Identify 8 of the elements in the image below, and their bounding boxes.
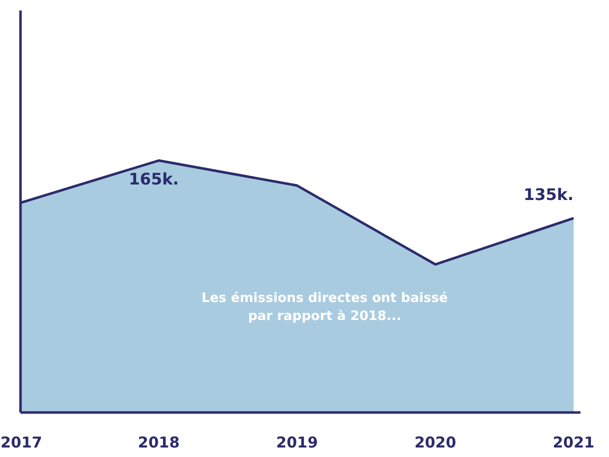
annotation: Les émissions directes ont baissé par rapport à 2018... bbox=[202, 291, 448, 324]
data-label: 165k. bbox=[128, 170, 179, 189]
x-tick-label: 2019 bbox=[276, 434, 318, 452]
x-tick-label: 2020 bbox=[414, 434, 456, 452]
data-label: 135k. bbox=[523, 185, 574, 204]
x-tick-label: 2021 bbox=[552, 434, 594, 452]
x-tick-label: 2017 bbox=[0, 434, 42, 452]
x-tick-label: 2018 bbox=[138, 434, 180, 452]
